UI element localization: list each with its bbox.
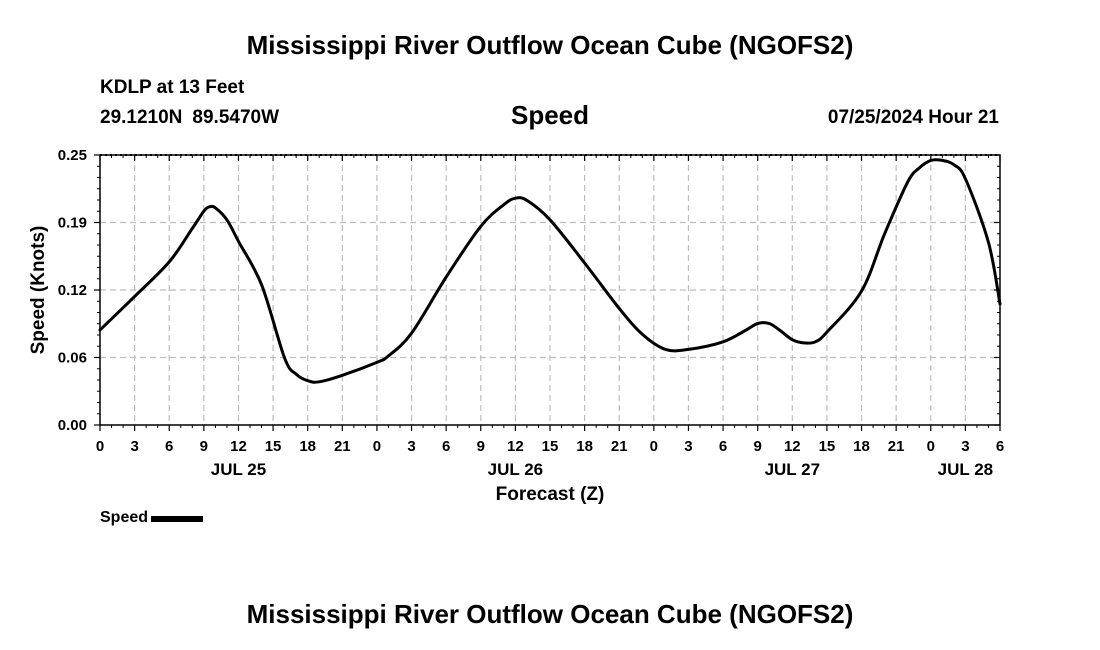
x-tick-label: 6 xyxy=(996,438,1004,455)
legend-label: Speed xyxy=(100,509,149,526)
legend: Speed xyxy=(100,509,204,527)
y-tick-label: 0.12 xyxy=(58,282,87,299)
x-axis-label: Forecast (Z) xyxy=(496,484,605,505)
x-tick-label: 3 xyxy=(684,438,692,455)
x-tick-label: 12 xyxy=(784,438,801,455)
x-tick-label: 12 xyxy=(507,438,524,455)
x-tick-label: 12 xyxy=(230,438,247,455)
x-tick-label: 15 xyxy=(542,438,559,455)
forecast-datetime: 07/25/2024 Hour 21 xyxy=(827,107,999,128)
x-tick-label: 0 xyxy=(650,438,658,455)
x-tick-label: 21 xyxy=(611,438,628,455)
x-tick-label: 18 xyxy=(853,438,870,455)
x-tick-label: 3 xyxy=(961,438,969,455)
x-tick-label: 18 xyxy=(576,438,593,455)
x-tick-label: 9 xyxy=(754,438,762,455)
x-tick-label: 9 xyxy=(200,438,208,455)
x-tick-label: 18 xyxy=(299,438,316,455)
x-tick-label: 15 xyxy=(819,438,836,455)
speed-series-line xyxy=(98,158,1002,384)
x-tick-label: 6 xyxy=(165,438,173,455)
station-label: KDLP at 13 Feet xyxy=(100,77,245,98)
day-label: JUL 26 xyxy=(488,460,543,479)
x-tick-label: 0 xyxy=(927,438,935,455)
longitude: 89.5470W xyxy=(192,107,280,128)
station-coordinates: 29.1210N 89.5470W xyxy=(100,107,279,129)
legend-swatch xyxy=(151,516,204,522)
day-labels: JUL 25 JUL 26 JUL 27 JUL 28 xyxy=(211,460,993,479)
y-tick-label: 0.25 xyxy=(58,147,87,164)
day-label: JUL 25 xyxy=(211,460,266,479)
x-tick-label: 6 xyxy=(719,438,727,455)
y-tick-label: 0.19 xyxy=(58,215,87,232)
x-tick-label: 21 xyxy=(334,438,351,455)
day-label: JUL 28 xyxy=(938,460,993,479)
day-label: JUL 27 xyxy=(765,460,820,479)
x-tick-label: 0 xyxy=(96,438,104,455)
x-tick-label: 3 xyxy=(407,438,415,455)
y-tick-label: 0.06 xyxy=(58,350,87,367)
latitude: 29.1210N xyxy=(100,107,183,128)
chart-title: Mississippi River Outflow Ocean Cube (NG… xyxy=(246,30,854,60)
y-tick-label: 0.00 xyxy=(58,417,87,434)
x-tick-label: 6 xyxy=(442,438,450,455)
x-tick-label: 9 xyxy=(477,438,485,455)
footer-title: Mississippi River Outflow Ocean Cube (NG… xyxy=(246,599,854,629)
y-axis: 0.00 0.06 0.12 0.19 0.25 xyxy=(58,147,1000,434)
variable-title: Speed xyxy=(510,100,590,130)
y-axis-label: Speed (Knots) xyxy=(28,226,49,355)
grid xyxy=(100,154,1000,425)
x-tick-label: 3 xyxy=(130,438,138,455)
x-tick-label: 21 xyxy=(888,438,905,455)
x-axis: 0 3 6 9 12 15 18 21 0 3 6 9 12 15 18 21 0 3 6 9 12 15 18 21 0 3 6 xyxy=(96,155,1004,455)
x-tick-label: 0 xyxy=(373,438,381,455)
x-tick-label: 15 xyxy=(265,438,282,455)
